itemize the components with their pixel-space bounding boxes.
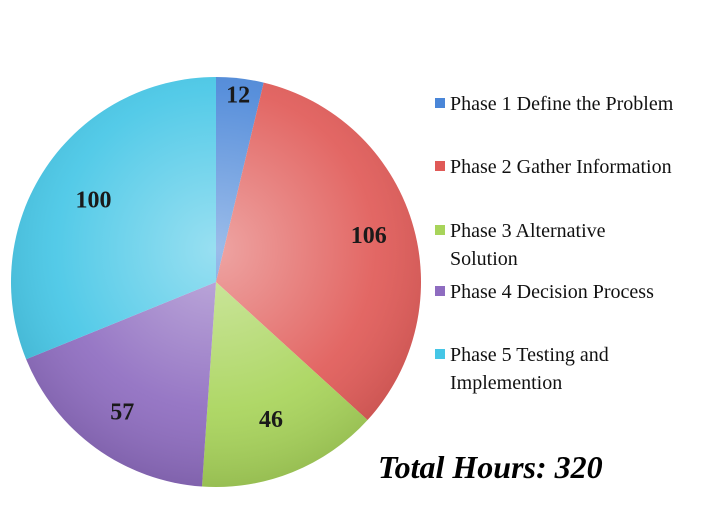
pie-slice-value-label: 100: [76, 188, 112, 214]
legend-entry-5-line-1: Phase 5 Testing and: [450, 344, 609, 366]
legend-swatch-4: [435, 286, 445, 296]
pie-slices: [11, 77, 421, 488]
pie-slice-value-label: 106: [351, 223, 387, 249]
pie-slice-labels: 12 106 46 57 100: [76, 83, 387, 433]
legend-entry-3-line-2: Solution: [450, 248, 518, 270]
legend-entry-1-line-1: Phase 1 Define the Problem: [450, 93, 674, 115]
legend-swatch-3: [435, 225, 445, 235]
legend: Phase 1 Define the Problem Phase 2 Gather…: [435, 93, 674, 394]
pie-slice-value-label: 12: [226, 83, 250, 109]
legend-entry-2-line-1: Phase 2 Gather Information: [450, 156, 672, 178]
legend-entry-3-line-1: Phase 3 Alternative: [450, 220, 606, 242]
total-hours-annotation: Total Hours: 320: [378, 449, 603, 485]
legend-swatch-5: [435, 349, 445, 359]
legend-swatch-2: [435, 161, 445, 171]
legend-swatch-1: [435, 98, 445, 108]
legend-entry-4-line-1: Phase 4 Decision Process: [450, 281, 654, 303]
pie-slice-value-label: 57: [110, 400, 134, 426]
legend-entry-5-line-2: Implemention: [450, 372, 562, 394]
pie-slice-value-label: 46: [259, 407, 283, 433]
